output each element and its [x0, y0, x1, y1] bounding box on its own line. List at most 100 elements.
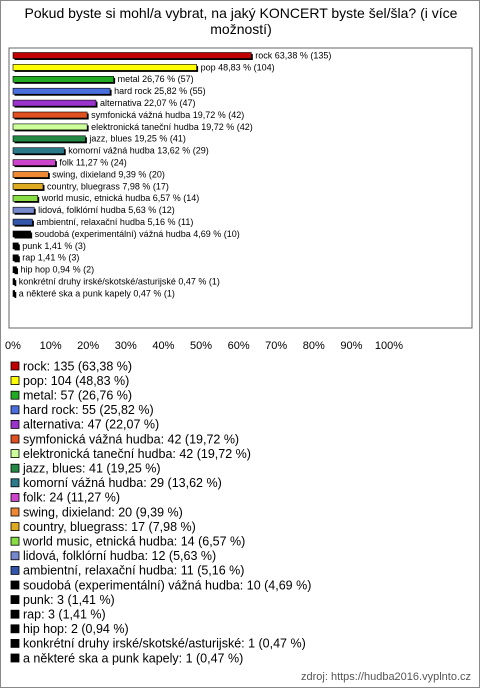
bar: [12, 171, 49, 178]
bar: [12, 99, 97, 107]
bar: [12, 206, 35, 214]
bar-label: hip hop 0,94 % (2): [21, 265, 95, 275]
bar-label: jazz, blues 19,25 % (41): [88, 134, 186, 144]
legend-label: world music, etnická hudba: 14 (6,57 %): [22, 534, 245, 548]
bar-label: punk 1,41 % (3): [22, 241, 86, 251]
legend-swatch: [10, 595, 20, 604]
bar-label: a některé ska a punk kapely 0,47 % (1): [19, 288, 175, 298]
legend-swatch: [10, 390, 20, 400]
bar: [12, 111, 88, 119]
legend-swatch: [10, 536, 20, 546]
legend-swatch: [10, 478, 20, 488]
bar-label: konkrétní druhy irské/skotské/asturijské…: [19, 276, 220, 286]
source: zdroj: https://hudba2016.vyplnto.cz: [301, 671, 471, 683]
legend-label: metal: 57 (26,76 %): [23, 388, 132, 402]
chart-title: Pokud byste si mohl/a vybrat, na jaký KO…: [24, 5, 458, 37]
bar-label: country, bluegrass 7,98 % (17): [47, 181, 169, 191]
bar-label: world music, etnická hudba 6,57 % (14): [41, 193, 200, 203]
bar-shadow: [14, 280, 17, 287]
bar: [12, 183, 44, 190]
x-tick-label: 100%: [375, 340, 403, 352]
x-tick-label: 20%: [77, 340, 99, 352]
x-tick-label: 0%: [5, 340, 21, 352]
bar: [12, 76, 114, 83]
legend-label: swing, dixieland: 20 (9,39 %): [23, 505, 183, 519]
legend-swatch: [10, 361, 20, 371]
x-tick-label: 90%: [340, 340, 362, 352]
legend-label: rap: 3 (1,41 %): [23, 607, 106, 621]
bar-label: folk 11,27 % (24): [59, 157, 126, 167]
legend-swatch: [10, 405, 20, 415]
legend-label: lidová, folklórní hudba: 12 (5,63 %): [23, 549, 216, 563]
legend-swatch: [10, 419, 20, 429]
bar: [12, 123, 88, 131]
x-tick-label: 30%: [115, 340, 137, 352]
legend-label: a některé ska a punk kapely: 1 (0,47 %): [23, 651, 243, 665]
bar: [12, 218, 33, 226]
legend-label: pop: 104 (48,83 %): [23, 374, 129, 388]
legend-label: jazz, blues: 41 (19,25 %): [22, 461, 161, 475]
legend-swatch: [10, 580, 20, 590]
legend-swatch: [10, 434, 20, 444]
legend-label: symfonická vážná hudba: 42 (19,72 %): [23, 432, 239, 446]
bar-label: elektronická taneční hudba 19,72 % (42): [91, 122, 253, 132]
legend-label: folk: 24 (11,27 %): [23, 491, 120, 505]
legend-label: ambientní, relaxační hudba: 11 (5,16 %): [23, 564, 244, 578]
x-tick-label: 40%: [152, 340, 174, 352]
bar-label: pop 48,83 % (104): [201, 62, 275, 72]
legend-swatch: [10, 507, 20, 517]
bar-label: symfonická vážná hudba 19,72 % (42): [91, 110, 244, 120]
bar-label: soudobá (experimentální) vážná hudba 4,6…: [35, 229, 240, 239]
legend-swatch: [10, 463, 20, 473]
legend-label: alternativa: 47 (22,07 %): [23, 418, 159, 432]
x-tick-label: 80%: [303, 340, 325, 352]
x-tick-label: 70%: [265, 340, 287, 352]
legend-label: hip hop: 2 (0,94 %): [23, 622, 129, 636]
legend-label: konkrétní druhy irské/skotské/asturijské…: [23, 637, 306, 651]
bar: [12, 135, 86, 143]
bar: [12, 266, 17, 274]
legend-swatch: [10, 624, 20, 634]
bar-label: alternativa 22,07 % (47): [100, 98, 196, 108]
legend-swatch: [10, 551, 20, 561]
plot-frame: [8, 47, 473, 329]
bar: [12, 195, 39, 202]
bar-label: metal 26,76 % (57): [118, 74, 194, 84]
bar-shadow: [14, 292, 17, 298]
legend-swatch: [10, 449, 20, 459]
bar: [12, 87, 111, 95]
bar-label: lidová, folklórní hudba 5,63 % (12): [38, 205, 175, 215]
bar: [12, 64, 197, 71]
bar-label: ambientní, relaxační hudba 5,16 % (11): [36, 217, 193, 227]
bar: [12, 278, 16, 285]
legend-swatch: [10, 492, 20, 502]
legend-label: komorní vážná hudba: 29 (13,62 %): [23, 476, 222, 490]
bar: [12, 159, 56, 166]
legend-swatch: [10, 566, 20, 575]
bar-label: rock 63,38 % (135): [255, 50, 331, 60]
bar: [12, 147, 65, 154]
legend-label: country, bluegrass: 17 (7,98 %): [23, 520, 196, 534]
bar: [12, 290, 16, 297]
bar-label: rap 1,41 % (3): [22, 253, 79, 263]
legend-label: elektronická taneční hudba: 42 (19,72 %): [23, 447, 251, 461]
x-tick-label: 50%: [190, 340, 212, 352]
bar-label: komorní vážná hudba 13,62 % (29): [68, 146, 209, 156]
legend-swatch: [10, 609, 20, 619]
legend-swatch: [10, 653, 20, 663]
x-tick-label: 10%: [40, 340, 62, 352]
bar: [12, 242, 19, 250]
bar: [12, 230, 31, 238]
legend-label: soudobá (experimentální) vážná hudba: 10…: [23, 578, 311, 592]
legend-swatch: [10, 522, 20, 531]
legend-label: hard rock: 55 (25,82 %): [23, 403, 154, 417]
legend-swatch: [10, 376, 20, 386]
legend-label: rock: 135 (63,38 %): [23, 359, 132, 373]
bar-label: hard rock 25,82 % (55): [114, 86, 206, 96]
bar: [12, 52, 252, 59]
legend-swatch: [10, 639, 20, 648]
bar-label: swing, dixieland 9,39 % (20): [52, 169, 165, 179]
x-tick-label: 60%: [228, 340, 250, 352]
